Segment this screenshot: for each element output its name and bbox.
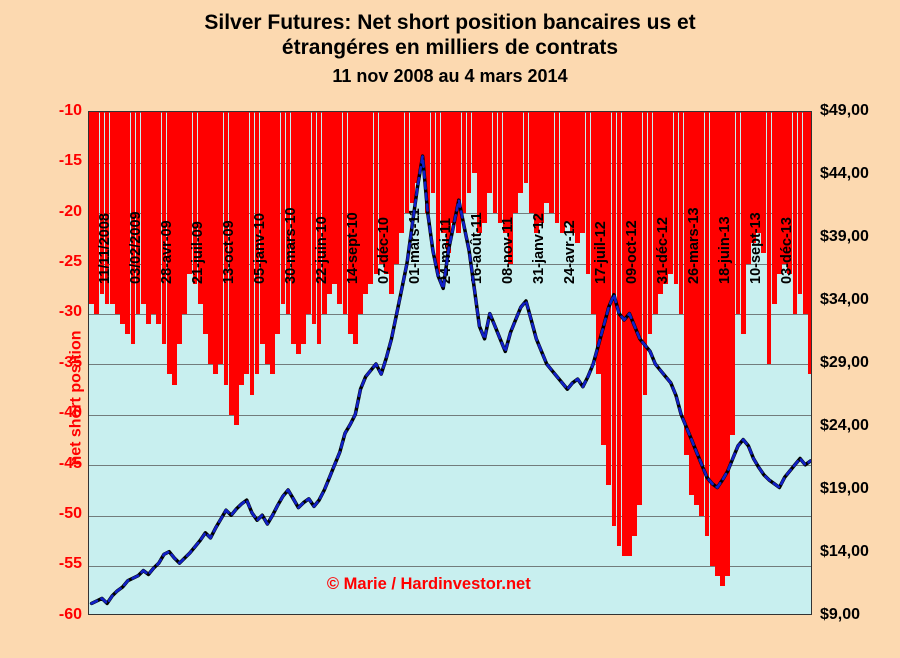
y-right-tick: $44,00 <box>820 165 869 183</box>
y-right-tick: $24,00 <box>820 417 869 435</box>
y-left-tick: -60 <box>59 606 82 624</box>
plot-area: 11/11/200803/02/200928-avr-0921-juil-091… <box>88 111 812 615</box>
y-left-tick: -50 <box>59 505 82 523</box>
y-right-tick: $39,00 <box>820 228 869 246</box>
y-right-tick: $49,00 <box>820 102 869 120</box>
price-series <box>89 112 812 615</box>
y-left-tick: -20 <box>59 203 82 221</box>
y-right-tick: $19,00 <box>820 480 869 498</box>
y-left-tick: -55 <box>59 555 82 573</box>
chart-zone: 11/11/200803/02/200928-avr-0921-juil-091… <box>12 101 888 658</box>
chart-container: Silver Futures: Net short position banca… <box>0 0 900 658</box>
chart-title: Silver Futures: Net short position banca… <box>12 10 888 60</box>
y-right-tick: $29,00 <box>820 354 869 372</box>
y-right-tick: $34,00 <box>820 291 869 309</box>
y-axis-left-label: net short position <box>68 330 86 465</box>
y-left-tick: -10 <box>59 102 82 120</box>
y-right-tick: $9,00 <box>820 606 860 624</box>
y-left-tick: -25 <box>59 253 82 271</box>
credit-text: © Marie / Hardinvestor.net <box>327 575 531 594</box>
y-left-tick: -30 <box>59 303 82 321</box>
y-left-tick: -15 <box>59 152 82 170</box>
chart-subtitle: 11 nov 2008 au 4 mars 2014 <box>12 66 888 87</box>
y-right-tick: $14,00 <box>820 543 869 561</box>
